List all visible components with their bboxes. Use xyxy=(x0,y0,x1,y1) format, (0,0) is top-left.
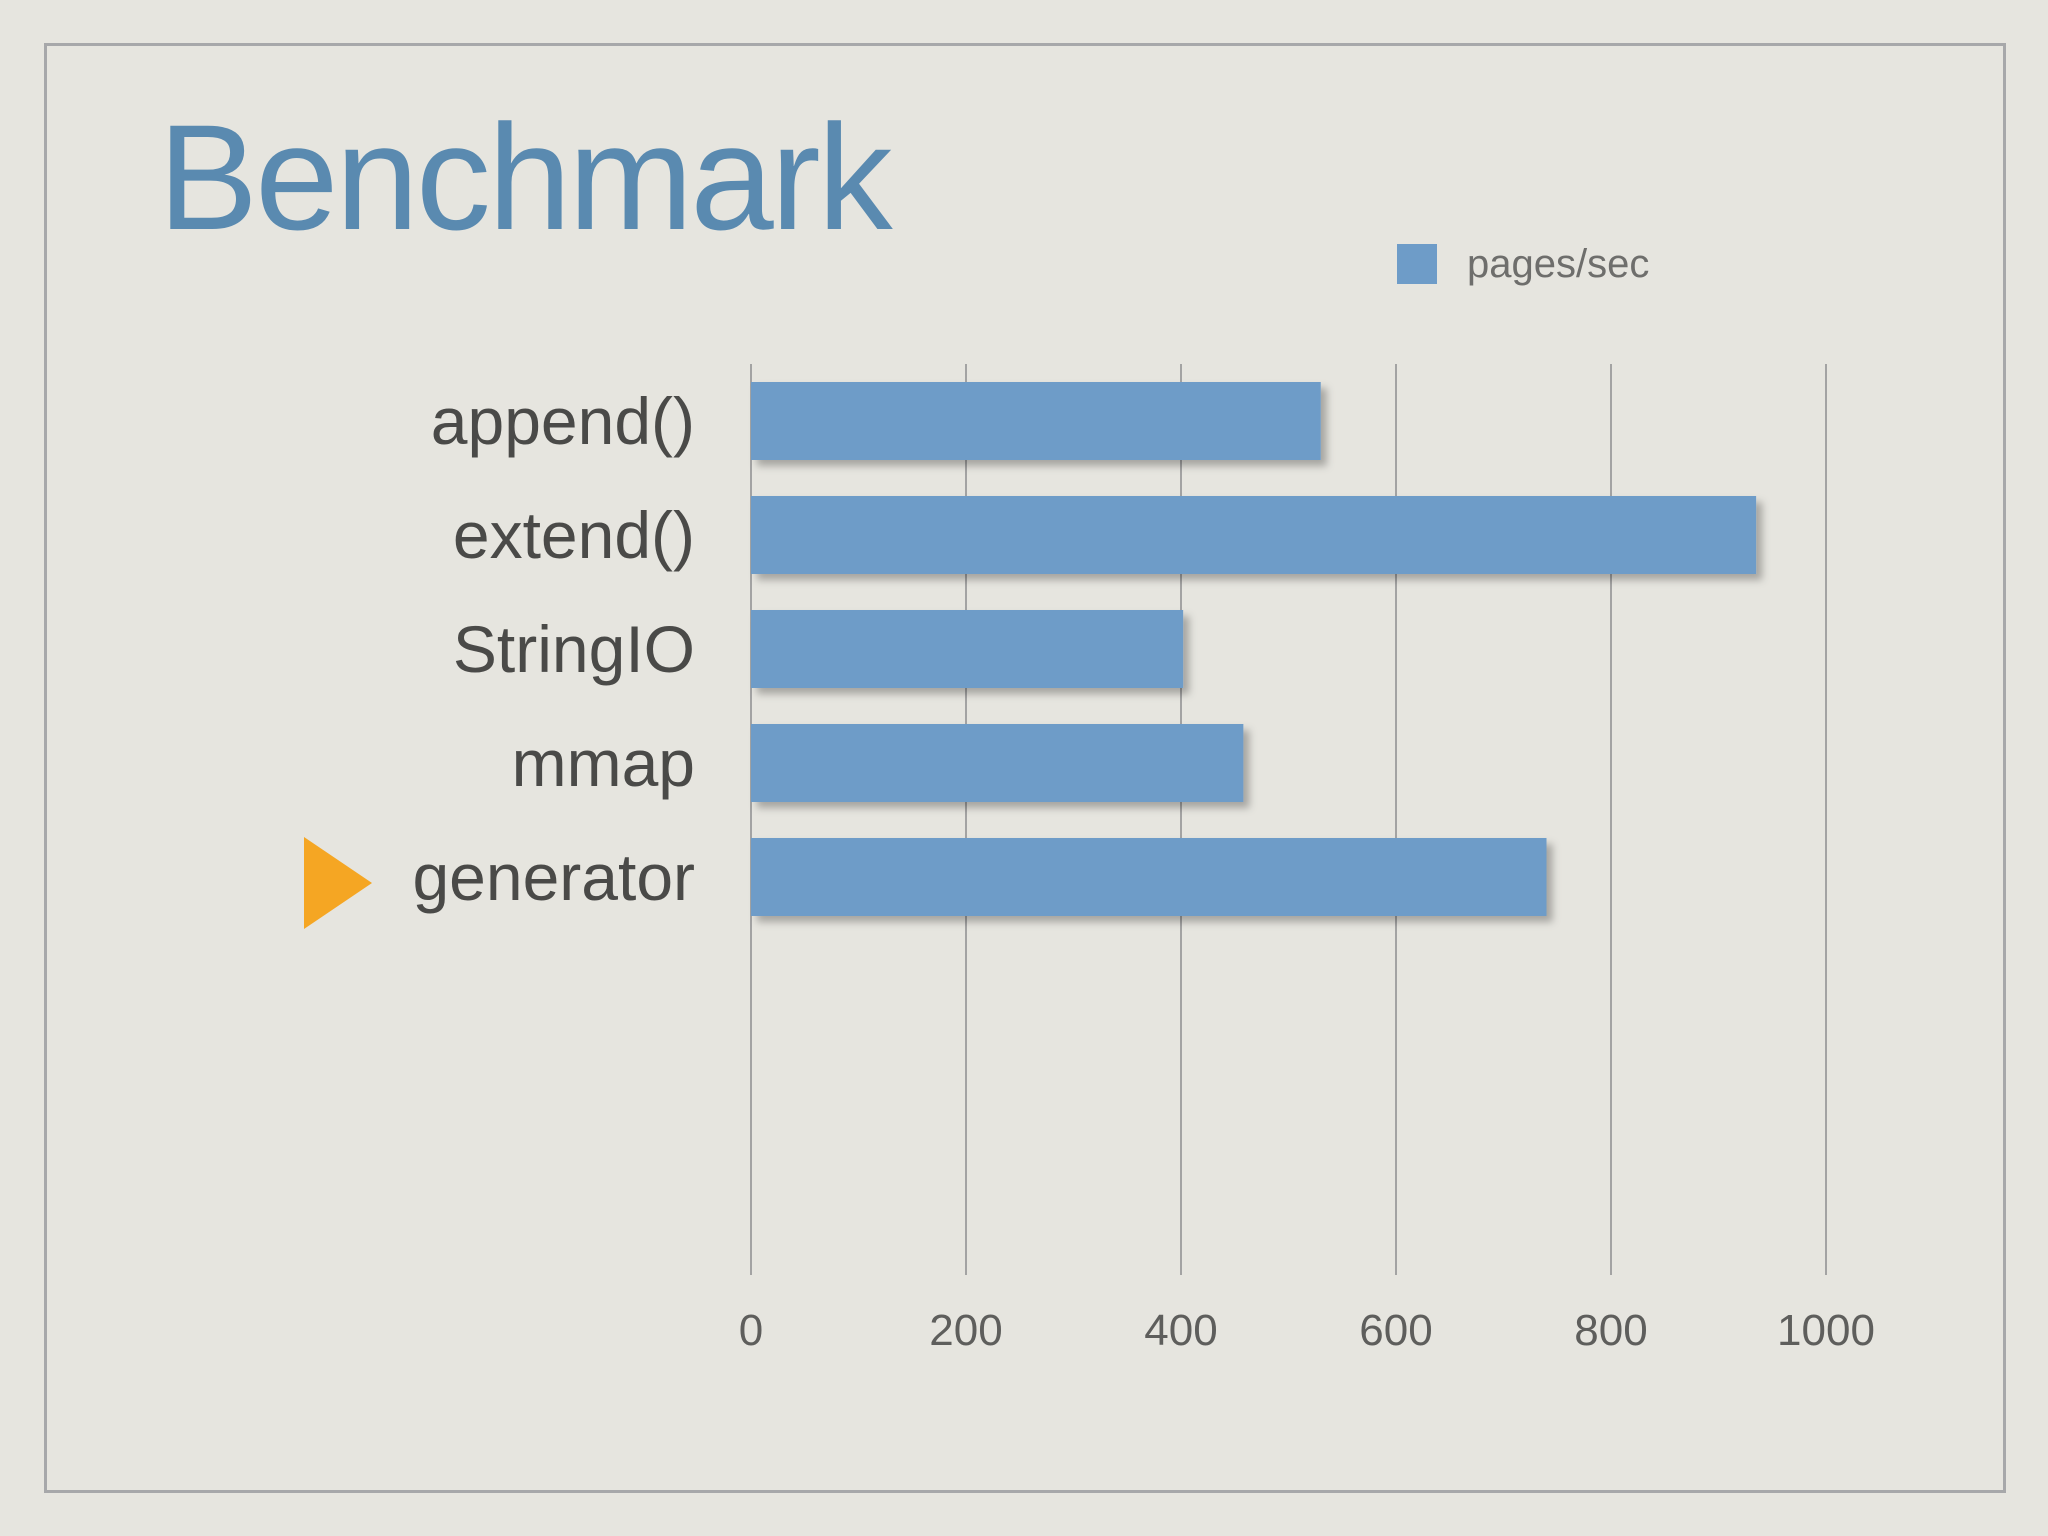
x-tick-label-400: 400 xyxy=(1144,1306,1217,1355)
slide-frame xyxy=(44,43,2006,1493)
bar-stringio xyxy=(751,610,1184,688)
x-axis-ticks: 0 200 400 600 800 1000 xyxy=(739,1306,1875,1355)
category-label-extend: extend() xyxy=(453,498,695,572)
bar-append xyxy=(751,382,1321,460)
category-label-mmap: mmap xyxy=(512,726,695,800)
bar-generator xyxy=(751,838,1547,916)
x-tick-label-800: 800 xyxy=(1574,1306,1647,1355)
category-labels: append() extend() StringIO mmap generator xyxy=(412,384,695,914)
legend-label: pages/sec xyxy=(1467,242,1649,286)
category-label-append: append() xyxy=(431,384,695,458)
slide-title: Benchmark xyxy=(158,93,893,261)
triangle-right-icon xyxy=(304,837,372,929)
x-tick-label-600: 600 xyxy=(1359,1306,1432,1355)
highlight-marker xyxy=(304,837,372,929)
bar-extend xyxy=(751,496,1757,574)
x-tick-label-0: 0 xyxy=(739,1306,763,1355)
x-tick-label-200: 200 xyxy=(929,1306,1002,1355)
category-label-stringio: StringIO xyxy=(453,612,695,686)
category-label-generator: generator xyxy=(412,840,695,914)
bar-mmap xyxy=(751,724,1244,802)
bars xyxy=(751,382,1757,916)
x-tick-label-1000: 1000 xyxy=(1777,1306,1875,1355)
legend: pages/sec xyxy=(1397,242,1649,286)
legend-swatch xyxy=(1397,244,1437,284)
